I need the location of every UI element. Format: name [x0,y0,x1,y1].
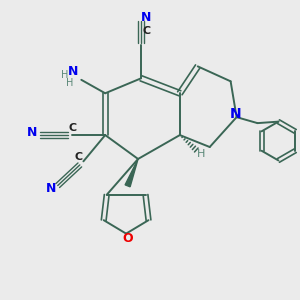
Text: C: C [68,123,76,133]
Text: H: H [197,148,206,159]
Text: N: N [141,11,152,24]
Text: C: C [74,152,83,163]
Text: N: N [46,182,57,195]
Text: H: H [61,70,68,80]
Text: N: N [230,107,242,121]
Polygon shape [125,159,138,187]
Text: H: H [66,78,73,88]
Text: O: O [122,232,133,245]
Text: N: N [68,65,78,78]
Text: C: C [143,26,151,36]
Text: N: N [27,126,37,139]
